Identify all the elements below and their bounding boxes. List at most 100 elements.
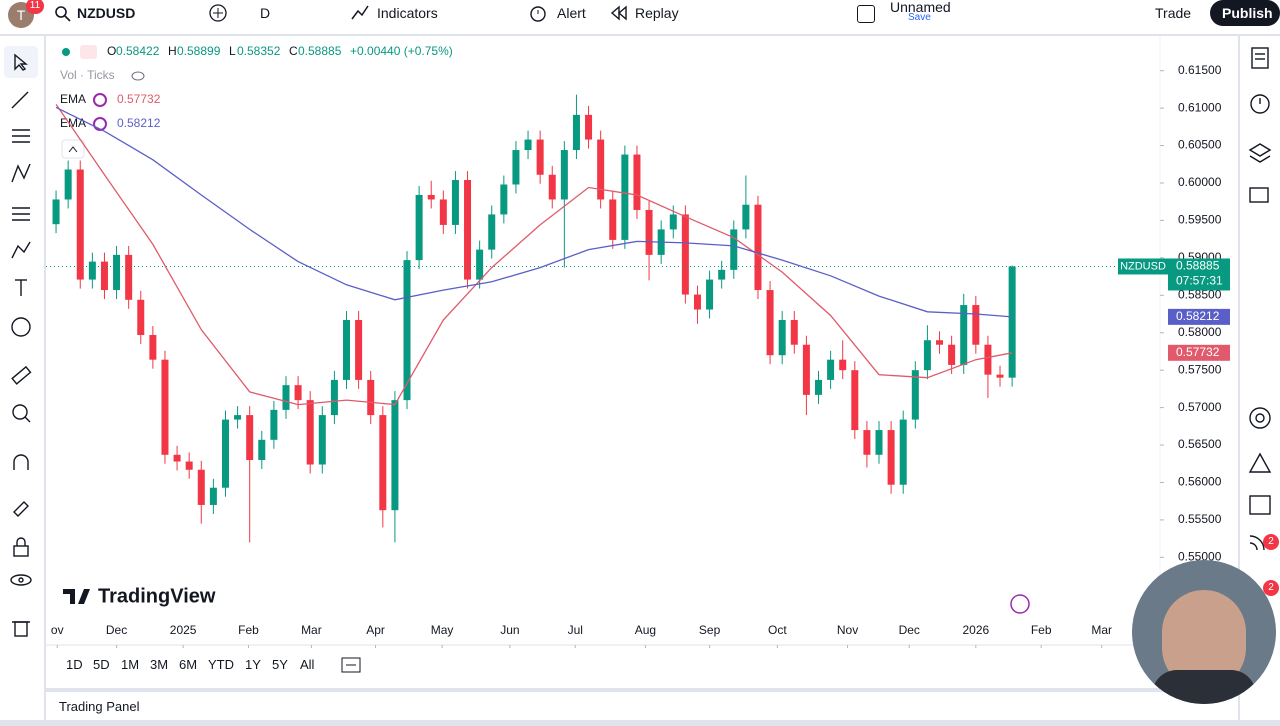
candle-body [851, 370, 859, 431]
range-button[interactable]: 1Y [245, 657, 261, 672]
candle-body [548, 174, 556, 200]
panel-title[interactable]: Trading Panel [59, 699, 140, 714]
candle-body [875, 430, 883, 455]
x-tick-label: Mar [301, 623, 322, 637]
y-tick-label: 0.57500 [1178, 362, 1222, 376]
candle-body [948, 344, 956, 365]
candle-body [645, 209, 653, 255]
candle-body [221, 419, 229, 488]
ema-value: 0.58212 [117, 116, 161, 130]
x-tick-label: Feb [1031, 623, 1052, 637]
countdown-label: 07:57:31 [1176, 274, 1223, 288]
alert-button[interactable]: Alert [557, 5, 586, 21]
range-button[interactable]: 3M [150, 657, 169, 672]
x-tick-label: Aug [635, 623, 656, 637]
candle-body [270, 409, 278, 440]
replay-icon[interactable] [610, 4, 628, 22]
candle-body [451, 180, 459, 225]
range-button[interactable]: 1M [121, 657, 140, 672]
candle-body [814, 379, 822, 395]
interval[interactable]: D [260, 5, 271, 21]
symbol-tag [1118, 258, 1168, 275]
trading-panel: Trading Panel [46, 692, 1238, 720]
status-chip [80, 45, 97, 59]
x-tick-label: Oct [768, 623, 787, 637]
candle-body [693, 294, 701, 310]
indicators-icon[interactable] [350, 3, 370, 23]
range-button[interactable]: 5Y [272, 657, 288, 672]
publish-bg[interactable] [1210, 0, 1280, 26]
legend-close-label: C [289, 44, 298, 58]
widget-icons [1248, 47, 1272, 551]
candle-body [161, 359, 169, 455]
add-symbol-icon[interactable] [208, 3, 228, 23]
candle-body [669, 214, 677, 230]
x-tick-label: Dec [899, 623, 920, 637]
badge: 2 [1263, 534, 1279, 550]
candle-body [972, 305, 980, 345]
layout-name[interactable]: Unnamed [890, 0, 951, 15]
flash-icon[interactable] [1010, 594, 1030, 614]
collapse-legend[interactable] [61, 139, 85, 159]
replay-button[interactable]: Replay [635, 5, 679, 21]
x-tick-label: 2025 [170, 623, 197, 637]
chart: O 0.58422 H 0.58899 L 0.58352 C 0.58885 … [46, 36, 1238, 648]
ema-tag [1168, 344, 1230, 361]
candle-body [1008, 266, 1016, 378]
search-icon [55, 6, 71, 22]
indicators-button[interactable]: Indicators [377, 5, 438, 21]
candle-body [330, 379, 338, 416]
candle-body [476, 249, 484, 280]
x-tick-label: Jun [500, 623, 519, 637]
range-button[interactable]: 5D [93, 657, 110, 672]
candle-body [100, 261, 108, 291]
candle-body [512, 150, 520, 185]
ema-settings[interactable] [93, 117, 107, 131]
candle-body [185, 461, 193, 470]
alert-icon[interactable] [528, 3, 548, 23]
candle-body [560, 150, 568, 200]
x-tick-label: Sep [699, 623, 721, 637]
candle-body [984, 344, 992, 375]
candle-body [149, 334, 157, 360]
candle-body [500, 184, 508, 215]
ema-settings[interactable] [93, 93, 107, 107]
range-button[interactable]: YTD [208, 657, 234, 672]
tv-logo: TradingView [63, 585, 216, 607]
candle-body [681, 214, 689, 295]
range-button[interactable]: 6M [179, 657, 198, 672]
candle-body [572, 114, 580, 151]
chart-pane [46, 36, 1238, 688]
x-tick-label: Feb [238, 623, 259, 637]
legend-change: +0.00440 (+0.75%) [350, 44, 453, 58]
legend-high-label: H [168, 44, 177, 58]
range-button[interactable]: All [300, 657, 315, 672]
price-tag [1168, 258, 1230, 291]
candle-body [379, 415, 387, 511]
date-range-icon[interactable] [340, 656, 362, 674]
candle-body [318, 415, 326, 465]
x-tick-label: Apr [366, 623, 385, 637]
hide-icon[interactable] [131, 71, 145, 81]
y-tick-label: 0.57000 [1178, 400, 1222, 414]
trade-button[interactable]: Trade [1155, 5, 1192, 21]
candle-body [294, 385, 302, 401]
candle-body [585, 114, 593, 140]
candle-body [742, 204, 750, 230]
save-status[interactable]: Save [908, 12, 931, 23]
x-tick-label: Mar [1091, 623, 1112, 637]
symbol[interactable]: NZDUSD [77, 5, 136, 21]
publish-button[interactable]: Publish [1222, 5, 1273, 21]
candle-body [597, 139, 605, 200]
layout-icon[interactable] [857, 5, 875, 23]
ema-tag-label: 0.58212 [1176, 309, 1220, 323]
drawing-toolbar [0, 36, 44, 720]
candle-body [536, 139, 544, 175]
legend-close: 0.58885 [298, 44, 342, 58]
legend-open-label: O [107, 44, 116, 58]
candle-body [64, 169, 72, 200]
range-button[interactable]: 1D [66, 657, 83, 672]
candle-body [464, 180, 472, 280]
cursor-tool[interactable] [4, 46, 38, 78]
